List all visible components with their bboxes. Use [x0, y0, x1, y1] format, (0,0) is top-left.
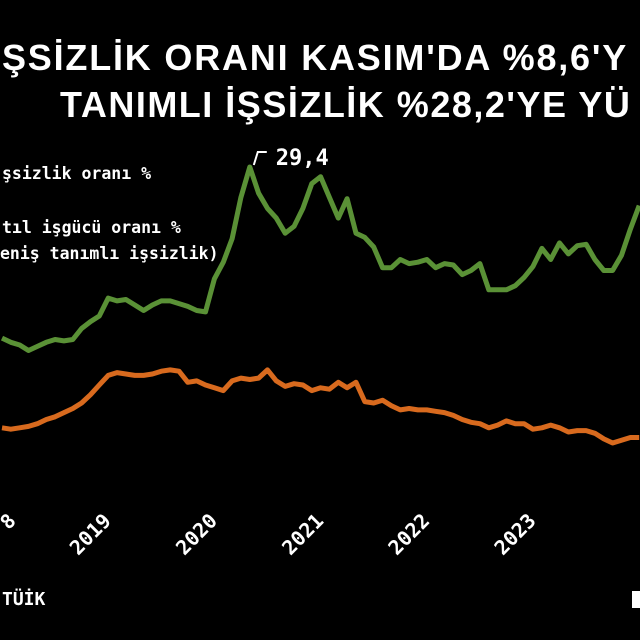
peak-value-label: 29,4 — [276, 146, 329, 171]
source-label: TÜİK — [2, 588, 46, 610]
annotation-leader-line — [252, 151, 267, 166]
chart-title-line-1: ŞSİZLİK ORANI KASIM'DA %8,6'Y — [2, 37, 628, 78]
plot-area — [0, 164, 640, 446]
legend-label-unemployment: şsizlik oranı % — [2, 164, 151, 183]
series-line-unemployment — [1, 367, 640, 446]
legend-label-underutilization-line-2: eniş tanımlı işsizlik) — [0, 244, 219, 263]
annotation-group: 29,4 — [252, 146, 329, 171]
logo-fragment — [632, 591, 640, 608]
legend-label-underutilization: tıl işgücü oranı % — [2, 218, 181, 237]
series-line-underutilization — [0, 164, 640, 353]
chart-title-line-2: TANIMLI İŞSİZLİK %28,2'YE YÜ — [60, 84, 631, 125]
